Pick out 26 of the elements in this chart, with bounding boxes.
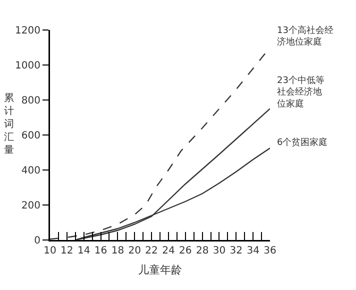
y-axis-title: 累计词汇量	[4, 93, 14, 156]
y-tick-label: 1200	[15, 26, 40, 36]
x-tick-label: 24	[162, 246, 175, 256]
series-label: 6个贫困家庭	[277, 137, 328, 148]
x-axis-title: 儿童年龄	[138, 263, 182, 276]
x-tick-label: 34	[246, 246, 260, 256]
series-label: 13个高社会经济地位家庭	[277, 25, 334, 48]
x-tick-label: 30	[212, 246, 226, 256]
x-tick-label: 22	[145, 246, 158, 256]
y-tick-label: 0	[34, 236, 40, 246]
series-label: 23个中低等社会经济地位家庭	[277, 75, 324, 110]
y-tick-label: 400	[21, 166, 40, 176]
y-tick-label: 200	[21, 200, 40, 212]
x-tick-label: 14	[77, 246, 90, 256]
x-tick-label: 20	[128, 246, 141, 256]
x-tick-label: 18	[111, 246, 124, 256]
y-tick-label: 600	[21, 130, 40, 142]
x-tick-label: 26	[179, 246, 192, 256]
x-tick-label: 10	[44, 246, 56, 256]
x-tick-label: 32	[230, 246, 243, 256]
x-tick-label: 28	[196, 246, 209, 256]
x-tick-label: 12	[60, 246, 74, 256]
x-tick-label: 36	[264, 246, 276, 256]
x-tick-label: 16	[94, 246, 108, 256]
y-tick-label: 800	[21, 96, 40, 106]
y-tick-label: 1000	[15, 60, 40, 72]
